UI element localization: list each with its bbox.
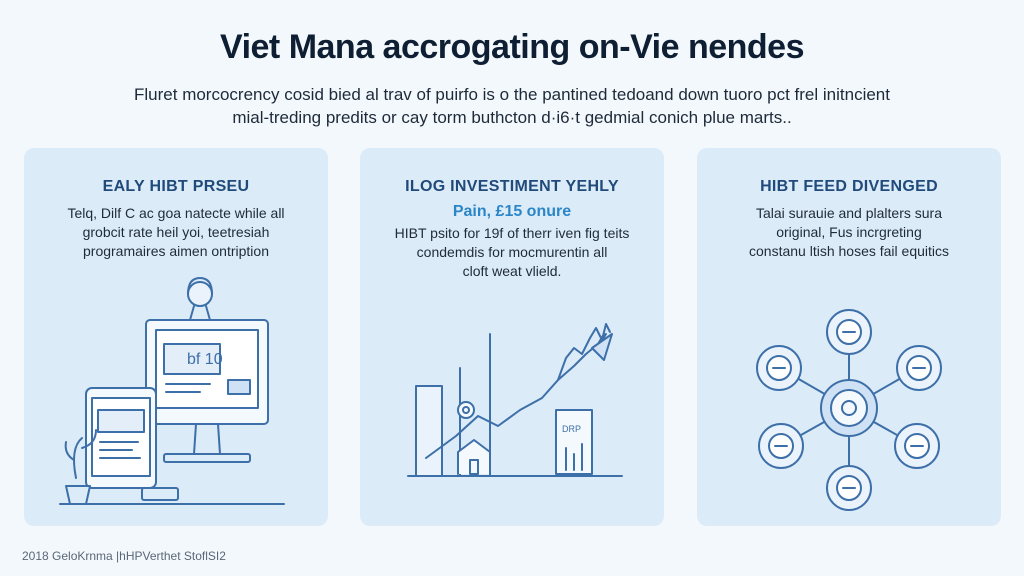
card-body: Telq, Dilf C ac goa natecte while all gr…: [38, 204, 314, 261]
footer-credit: 2018 GeloKrnma |hHPVerthet StoflSI2: [22, 549, 226, 563]
growth-chart-illustration-icon: DRP: [407, 323, 623, 477]
page-title: Viet Mana accrogating on-Vie nendes: [220, 28, 804, 66]
screen-label: bf 10: [187, 351, 223, 368]
computer-illustration-icon: bf 10: [59, 277, 285, 505]
panel-label: DRP: [562, 424, 581, 434]
card-body-line: condemdis for mocmurentin all: [416, 244, 608, 260]
card-body-line: original, Fus incrgreting: [776, 224, 922, 240]
subtitle-line-2: mial-treding predits or cay torm buthcto…: [232, 108, 792, 127]
subtitle-line-1: Fluret morcocrency cosid bied al trav of…: [134, 85, 890, 104]
card-body: Talai surauie and plalters sura original…: [711, 204, 987, 261]
card-early-hibt: EALY HIBT PRSEU Telq, Dilf C ac goa nate…: [24, 148, 328, 526]
card-body-line: cloft weat vlield.: [462, 263, 562, 279]
card-body: HIBT psito for 19f of therr iven fig tei…: [374, 224, 650, 281]
card-heading: HIBT FEED DIVENGED: [760, 178, 938, 195]
network-hub-illustration-icon: [756, 309, 942, 511]
card-body-line: HIBT psito for 19f of therr iven fig tei…: [394, 225, 630, 241]
card-body-line: programaires aimen ontription: [83, 243, 269, 259]
card-feed-diverged: HIBT FEED DIVENGED Talai surauie and pla…: [697, 148, 1001, 526]
card-body-line: Telq, Dilf C ac goa natecte while all: [67, 205, 285, 221]
card-body-line: constanu ltish hoses fail equitics: [749, 243, 949, 259]
card-body-line: Talai surauie and plalters sura: [756, 205, 942, 221]
card-body-line: grobcit rate heil yoi, teetresiah: [82, 224, 270, 240]
card-heading: ILOG INVESTIMENT YEHLY: [405, 178, 619, 195]
card-investment-yield: ILOG INVESTIMENT YEHLY Pain, £15 onure H…: [360, 148, 664, 526]
card-highlight: Pain, £15 onure: [452, 203, 572, 220]
page-subtitle: Fluret morcocrency cosid bied al trav of…: [70, 83, 954, 129]
card-heading: EALY HIBT PRSEU: [102, 178, 250, 195]
